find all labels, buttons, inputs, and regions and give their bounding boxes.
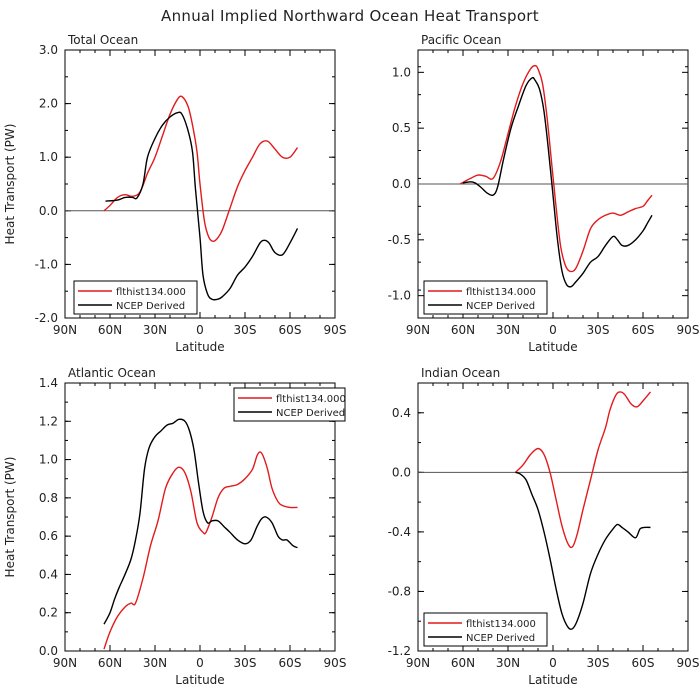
subplot-title: Indian Ocean [421, 366, 500, 380]
legend-entry: NCEP Derived [116, 301, 185, 312]
x-tick-label: 60S [279, 323, 302, 337]
x-tick-label: 90N [53, 323, 77, 337]
y-tick-label: 0.8 [39, 491, 58, 505]
y-tick-label: 0.6 [39, 529, 58, 543]
y-tick-label: 0.4 [392, 406, 411, 420]
plot-frame [64, 382, 336, 652]
x-tick-label: 60S [632, 656, 655, 670]
y-axis-label: Heat Transport (PW) [3, 457, 17, 578]
series-line-ncep [105, 111, 299, 301]
y-tick-label: 2.0 [39, 97, 58, 111]
y-tick-label: 0.5 [392, 121, 411, 135]
x-tick-label: 60S [632, 323, 655, 337]
x-tick-label: 60N [98, 656, 122, 670]
y-tick-label: 0.0 [392, 465, 411, 479]
y-tick-label: 1.4 [39, 376, 58, 390]
legend-entry: flthist134.000 [276, 394, 346, 405]
x-tick-label: 0 [196, 656, 204, 670]
y-tick-label: 1.0 [392, 65, 411, 79]
panel-1: Total Ocean 90N 60N 30N 0 30S 60S 90S 3.0 2.0 1.0 0… [3, 33, 346, 354]
y-tick-label: 0.2 [39, 606, 58, 620]
x-tick-label: 60S [279, 656, 302, 670]
y-tick-label: 1.0 [39, 150, 58, 164]
x-tick-label: 30N [496, 323, 520, 337]
plot-frame [417, 382, 689, 652]
legend-box [233, 387, 346, 422]
x-tick-label: 60N [98, 323, 122, 337]
series-line-model [459, 64, 653, 273]
x-tick-label: 60N [451, 656, 475, 670]
y-tick-label: 0.0 [392, 177, 411, 191]
series-line-ncep [103, 418, 298, 625]
legend-box [423, 280, 548, 315]
legend-entry: NCEP Derived [276, 408, 345, 419]
subplot-title: Pacific Ocean [421, 33, 501, 47]
legend: flthist134.000 NCEP Derived [233, 387, 346, 422]
legend: flthist134.000 NCEP Derived [423, 280, 548, 315]
x-tick-label: 90S [324, 323, 347, 337]
x-axis-label: Latitude [528, 340, 577, 354]
panel-2: Pacific Ocean 90N 60N 30N 0 30S 60S 90S 1.0 0.5 0.… [388, 33, 700, 354]
y-tick-label: 0.0 [39, 204, 58, 218]
legend-entry: flthist134.000 [466, 619, 536, 630]
x-tick-label: 0 [549, 656, 557, 670]
legend-entry: flthist134.000 [466, 287, 536, 298]
x-axis-label: Latitude [175, 673, 224, 687]
legend: flthist134.000 NCEP Derived [423, 612, 548, 647]
y-tick-label: -2.0 [35, 311, 58, 325]
x-tick-label: 30N [143, 656, 167, 670]
x-tick-label: 90N [406, 656, 430, 670]
panel-3: Atlantic Ocean 90N 60N 30N 0 30S 60S 90S 1.4 1.2 1… [3, 366, 346, 687]
x-tick-label: 0 [549, 323, 557, 337]
series-line-model [103, 451, 298, 650]
subplot-title: Total Ocean [67, 33, 138, 47]
legend: flthist134.000 NCEP Derived [73, 280, 198, 315]
x-tick-label: 30S [234, 323, 257, 337]
x-axis-label: Latitude [175, 340, 224, 354]
y-tick-label: -1.0 [35, 257, 58, 271]
y-tick-label: -0.4 [388, 525, 411, 539]
y-tick-label: 0.4 [39, 567, 58, 581]
x-tick-label: 60N [451, 323, 475, 337]
x-tick-label: 30N [143, 323, 167, 337]
subplot-title: Atlantic Ocean [68, 366, 156, 380]
x-tick-label: 30S [587, 656, 610, 670]
panel-4: Indian Ocean 90N 60N 30N 0 30S 60S 90S 0.4 0.0 -0.… [388, 366, 700, 687]
x-tick-label: 30S [234, 656, 257, 670]
series-line-ncep [462, 76, 653, 288]
series-line-ncep [515, 471, 651, 630]
x-tick-label: 90N [406, 323, 430, 337]
legend-box [73, 280, 198, 315]
x-tick-label: 90S [677, 323, 700, 337]
y-tick-label: -0.8 [388, 584, 411, 598]
y-tick-label: -1.0 [388, 289, 411, 303]
legend-entry: NCEP Derived [466, 633, 535, 644]
legend-entry: NCEP Derived [466, 301, 535, 312]
x-tick-label: 90S [324, 656, 347, 670]
x-tick-label: 30N [496, 656, 520, 670]
x-tick-label: 90S [677, 656, 700, 670]
y-tick-label: -0.5 [388, 233, 411, 247]
series-line-model [515, 391, 652, 549]
y-tick-label: 3.0 [39, 43, 58, 57]
y-axis-label: Heat Transport (PW) [3, 124, 17, 245]
legend-entry: flthist134.000 [116, 287, 186, 298]
y-tick-label: 1.0 [39, 453, 58, 467]
x-tick-label: 30S [587, 323, 610, 337]
y-tick-label: 0.0 [39, 644, 58, 658]
x-axis-label: Latitude [528, 673, 577, 687]
y-tick-label: 1.2 [39, 414, 58, 428]
series-line-model [103, 95, 299, 243]
x-tick-label: 90N [53, 656, 77, 670]
x-tick-label: 0 [196, 323, 204, 337]
legend-box [423, 612, 548, 647]
figure-title: Annual Implied Northward Ocean Heat Tran… [161, 7, 539, 25]
y-tick-label: -1.2 [388, 644, 411, 658]
